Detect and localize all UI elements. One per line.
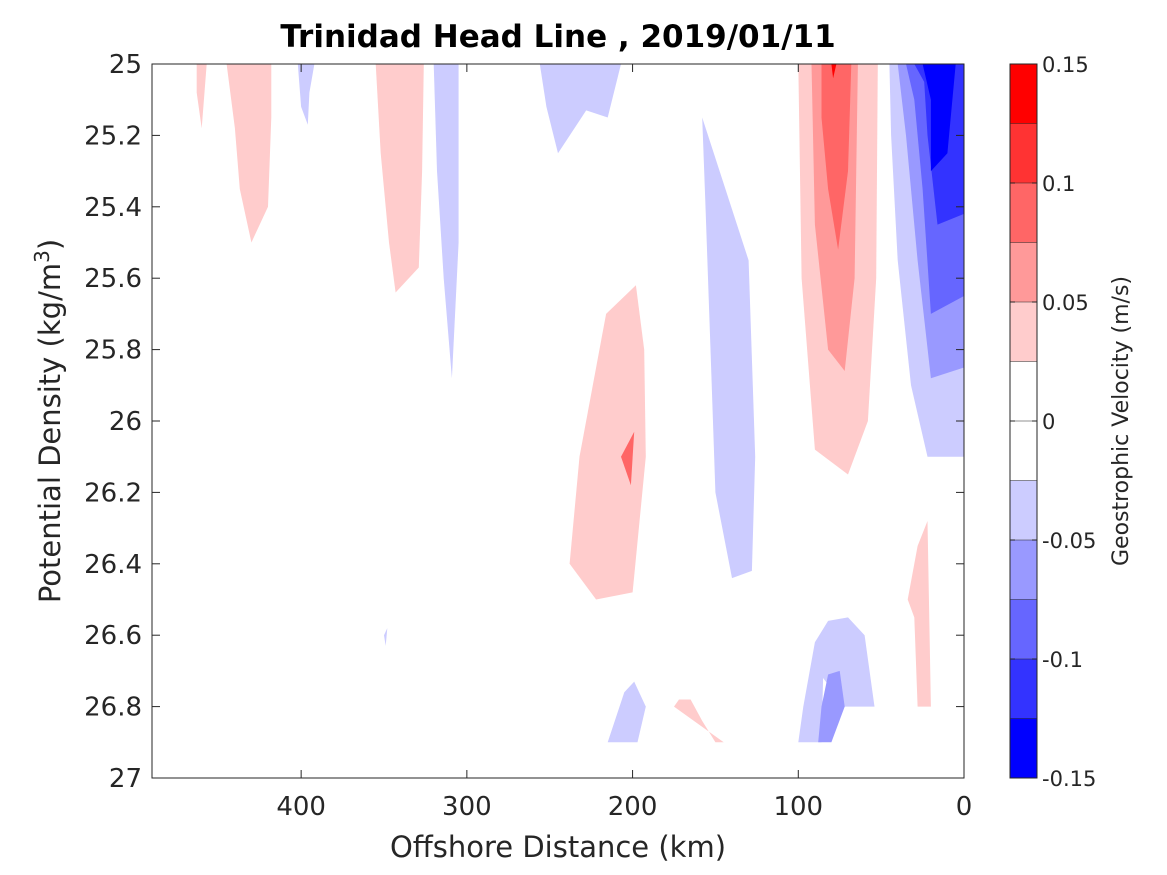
colorbar-tick-label: -0.1 [1042,648,1083,672]
y-tick-label: 26.6 [84,621,142,651]
x-tick-label: 300 [442,792,492,822]
y-tick-label: 25.8 [84,336,142,366]
contour-region-23 [607,681,646,743]
colorbar-tick-label: 0.05 [1042,291,1089,315]
colorbar-level-4 [1010,302,1037,362]
x-axis-label: Offshore Distance (km) [390,830,726,864]
contour-region-4 [433,64,459,379]
x-tick-label: 400 [276,792,326,822]
contour-region-8 [621,431,635,486]
x-tick-label: 200 [608,792,658,822]
contour-regions [196,64,964,743]
colorbar-tick-label: -0.05 [1042,529,1096,553]
colorbar-level-0 [1010,64,1037,124]
contour-region-21 [818,670,845,743]
y-axis-label-close: ) [33,239,67,250]
y-tick-label: 26 [109,407,142,437]
y-tick-label: 26.4 [84,550,142,580]
contour-region-22 [674,699,724,743]
colorbar-level-7 [1010,480,1037,540]
contour-region-18 [907,521,931,707]
contour-region-3 [375,64,424,293]
y-tick-label: 25.4 [84,193,142,223]
y-tick-label: 25.2 [84,121,142,151]
colorbar-tick-label: 0.1 [1042,172,1075,196]
colorbar-level-5 [1010,361,1037,421]
contour-region-17 [922,64,956,172]
contour-region-12 [831,64,837,79]
y-axis-label: Potential Density (kg/m3) [30,239,67,603]
colorbar-level-1 [1010,123,1037,183]
colorbar-level-11 [1010,718,1037,778]
colorbar-level-9 [1010,599,1037,659]
x-tick-label: 100 [773,792,823,822]
colorbar-tick-label: -0.15 [1042,767,1096,791]
colorbar-levels [1010,64,1037,778]
colorbar-level-3 [1010,242,1037,302]
colorbar-tick-label: 0.15 [1042,53,1089,77]
colorbar-label: Geostrophic Velocity (m/s) [1109,276,1134,566]
colorbar-level-2 [1010,183,1037,243]
contour-region-2 [297,64,315,125]
colorbar-tick-label: 0 [1042,410,1055,434]
chart-title: Trinidad Head Line , 2019/01/11 [280,19,835,55]
contour-region-11 [821,64,852,250]
contour-region-1 [226,64,272,243]
colorbar-ticks: 0.15 0.1 0.05 0 -0.05 -0.1 -0.15 [1010,53,1096,791]
colorbar-level-8 [1010,540,1037,600]
contour-region-5 [539,64,621,154]
y-axis-label-superscript: 3 [30,250,54,263]
contour-region-19 [384,628,388,646]
contour-region-7 [569,285,646,600]
contour-region-0 [196,64,207,129]
contour-region-6 [702,117,756,579]
y-axis-label-main: Potential Density (kg/m [33,263,67,603]
y-ticks: 25 25.2 25.4 25.6 25.8 26 26.2 26.4 26.6 26.8 27 [84,50,964,794]
y-tick-label: 27 [109,764,142,794]
colorbar: 0.15 0.1 0.05 0 -0.05 -0.1 -0.15 [1009,53,1096,791]
colorbar-level-10 [1010,659,1037,719]
y-tick-label: 25.6 [84,264,142,294]
y-tick-label: 26.2 [84,478,142,508]
plot-area: 400 300 200 100 0 25 25.2 25.4 25.6 25.8 26 26.2 26… [84,50,972,822]
x-ticks: 400 300 200 100 0 [276,64,972,822]
colorbar-level-6 [1010,421,1037,481]
x-tick-label: 0 [956,792,973,822]
y-tick-label: 26.8 [84,693,142,723]
y-tick-label: 25 [109,50,142,80]
